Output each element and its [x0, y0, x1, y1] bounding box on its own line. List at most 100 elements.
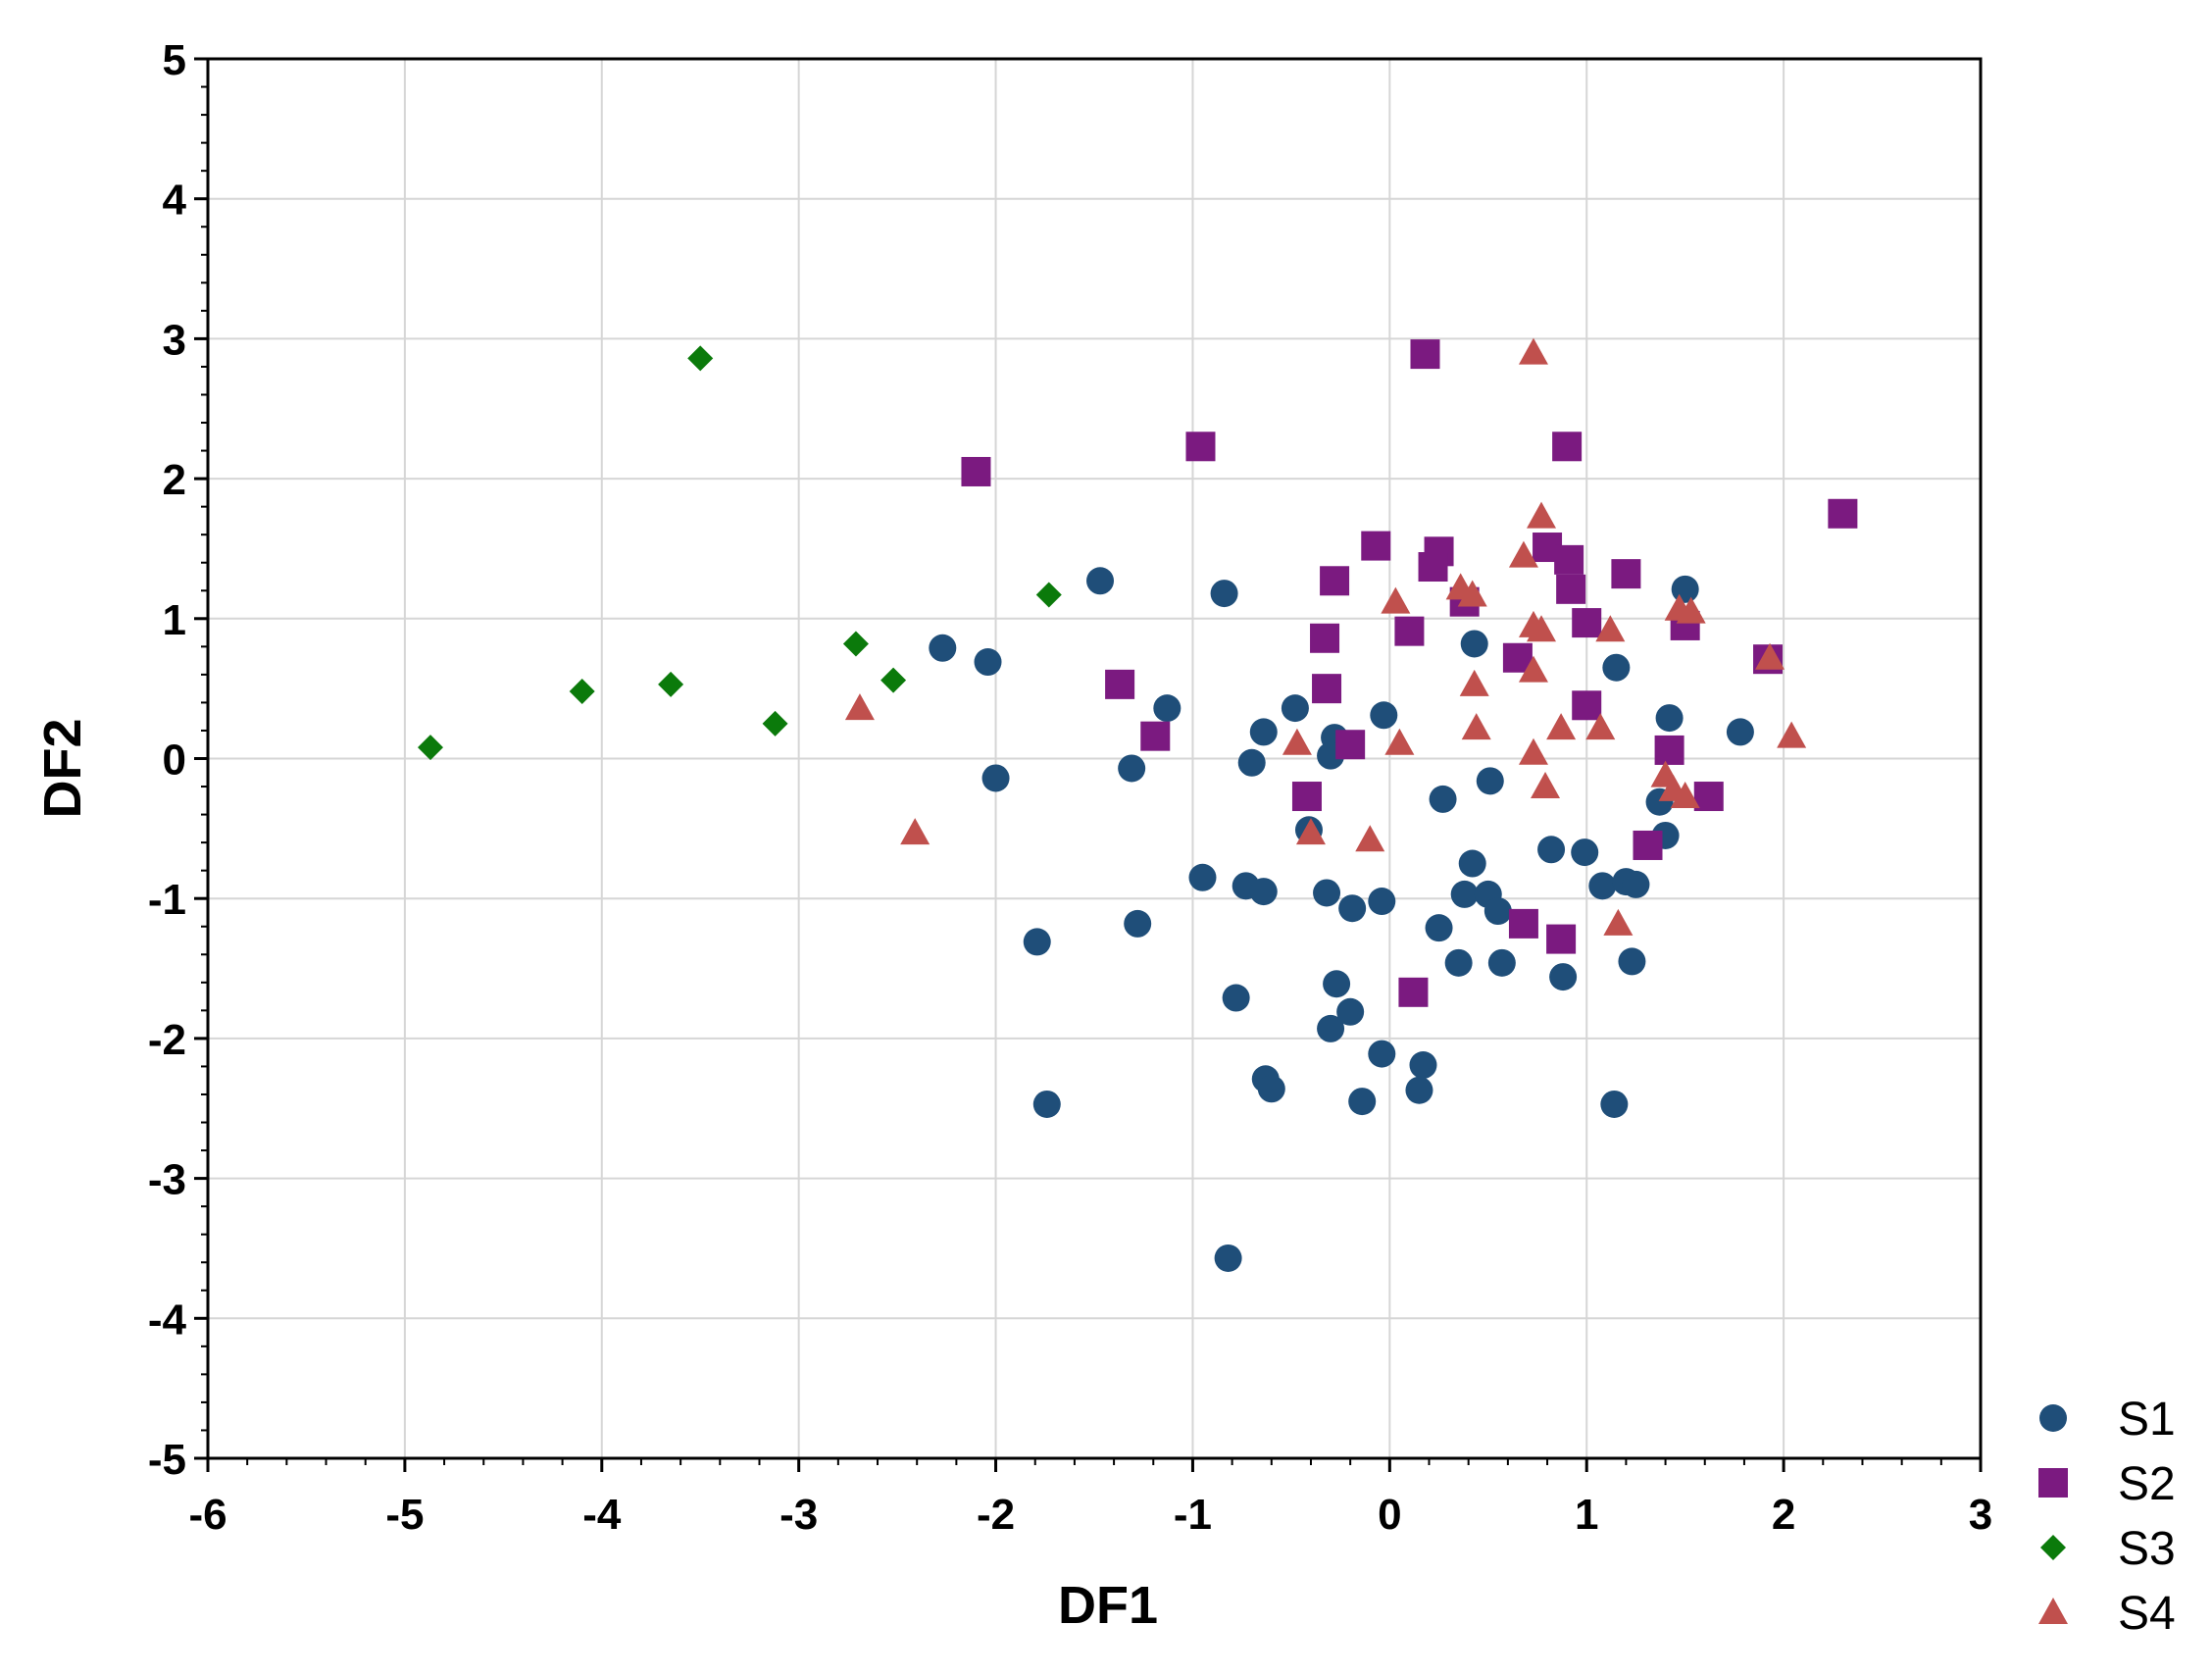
point-s1 [1458, 849, 1486, 878]
point-s1 [1726, 718, 1754, 746]
point-s1 [1032, 1090, 1061, 1118]
x-tick-label: 1 [1575, 1491, 1598, 1539]
x-tick-label: -4 [582, 1491, 622, 1539]
point-s2 [1552, 432, 1583, 462]
point-s2 [1310, 623, 1340, 653]
point-s2 [1394, 616, 1425, 646]
series-s4 [844, 337, 1807, 936]
point-s1 [1214, 1244, 1242, 1272]
y-tick-label: -2 [148, 1016, 186, 1064]
legend-label-s1: S1 [2118, 1394, 2176, 1446]
y-tick-label: -3 [148, 1156, 186, 1204]
point-s2 [1572, 608, 1602, 638]
point-s1 [1618, 947, 1646, 976]
point-s4 [1384, 728, 1415, 755]
point-s1 [1249, 878, 1278, 906]
point-s1 [1188, 863, 1217, 891]
point-s3 [418, 735, 444, 761]
point-s2 [961, 456, 991, 486]
point-s3 [880, 667, 907, 693]
point-s4 [1461, 713, 1491, 740]
point-s2 [1335, 730, 1366, 760]
point-s4 [1518, 337, 1548, 365]
point-s1 [1281, 694, 1309, 723]
y-tick-label: 0 [163, 736, 186, 785]
legend-marker-s2 [2038, 1468, 2068, 1498]
point-s2 [1654, 735, 1684, 765]
point-s3 [1035, 582, 1062, 608]
points-layer [418, 337, 1858, 1272]
point-s2 [1418, 552, 1448, 583]
point-s2 [1185, 432, 1216, 462]
point-s1 [1368, 1040, 1396, 1068]
point-s1 [1450, 880, 1479, 908]
legend-label-s3: S3 [2118, 1523, 2176, 1575]
point-s1 [1370, 701, 1398, 730]
series-s2 [961, 339, 1858, 1007]
point-s1 [1023, 928, 1051, 956]
point-s1 [1622, 870, 1650, 898]
point-s1 [1124, 909, 1152, 938]
point-s3 [842, 631, 869, 657]
grid-layer [208, 59, 1981, 1458]
point-s4 [1355, 825, 1385, 852]
x-tick-label: -3 [779, 1491, 818, 1539]
point-s1 [1368, 888, 1396, 916]
point-s4 [844, 693, 875, 721]
point-s1 [1460, 630, 1488, 658]
point-s1 [1249, 718, 1278, 746]
point-s4 [1459, 669, 1489, 696]
point-s2 [1611, 559, 1641, 589]
point-s1 [1237, 748, 1266, 777]
point-s1 [1600, 1090, 1629, 1118]
point-s2 [1291, 782, 1322, 812]
y-tick-label: 2 [163, 456, 186, 504]
point-s4 [1546, 713, 1577, 740]
point-s2 [1361, 531, 1391, 561]
point-s1 [1348, 1088, 1377, 1116]
series-s3 [418, 345, 1062, 761]
point-s4 [1676, 596, 1706, 624]
point-s1 [981, 764, 1010, 792]
point-s1 [1222, 984, 1250, 1012]
point-s2 [1554, 544, 1584, 575]
y-tick-label: 5 [163, 36, 186, 84]
point-s4 [900, 818, 930, 845]
point-s4 [1527, 501, 1557, 529]
point-s1 [1405, 1076, 1433, 1104]
y-tick-label: -4 [148, 1295, 187, 1344]
point-s1 [1483, 897, 1512, 926]
point-s1 [1602, 653, 1631, 682]
y-tick-label: 1 [163, 596, 186, 644]
y-tick-label: 3 [163, 316, 186, 364]
point-s1 [1588, 872, 1617, 900]
x-tick-label: 2 [1772, 1491, 1795, 1539]
point-s4 [1527, 615, 1557, 642]
point-s2 [1556, 574, 1586, 604]
point-s3 [762, 710, 788, 736]
point-s2 [1828, 498, 1858, 529]
point-s1 [1671, 575, 1699, 603]
point-s1 [1549, 963, 1578, 991]
legend: S1 S2 S3 S4 [2038, 1394, 2176, 1640]
point-s1 [1429, 785, 1457, 813]
point-s1 [1444, 948, 1473, 977]
point-s1 [1317, 1014, 1345, 1042]
point-s1 [1487, 948, 1516, 977]
point-s3 [569, 679, 595, 705]
point-s2 [1398, 977, 1429, 1007]
point-s4 [1777, 721, 1807, 748]
point-s1 [1323, 970, 1351, 998]
point-s2 [1693, 782, 1724, 812]
series-s1 [929, 567, 1754, 1272]
point-s1 [974, 648, 1002, 677]
x-axis-title: DF1 [1058, 1576, 1158, 1635]
point-s1 [1153, 694, 1181, 723]
x-tick-label: -2 [977, 1491, 1015, 1539]
point-s1 [1338, 894, 1367, 923]
point-s1 [1571, 838, 1599, 867]
point-s4 [1282, 728, 1312, 755]
point-s2 [1508, 908, 1538, 939]
